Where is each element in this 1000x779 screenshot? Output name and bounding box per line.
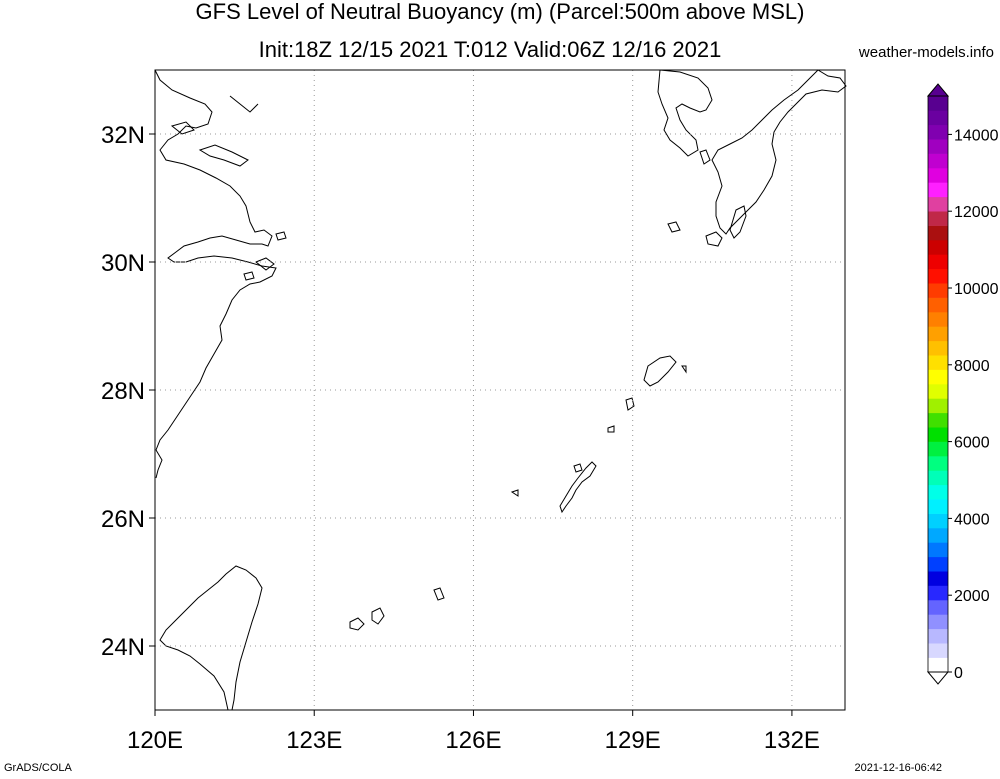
coastline-mainland <box>154 69 277 451</box>
colorbar-segment <box>928 240 948 255</box>
colorbar-label: 14000 <box>954 127 999 144</box>
colorbar-segment <box>928 196 948 212</box>
x-tick-label: 132E <box>764 727 820 754</box>
y-tick-label: 28N <box>101 378 145 405</box>
colorbar-segment <box>928 614 948 630</box>
colorbar-segment <box>928 556 948 572</box>
colorbar-segment <box>928 268 948 284</box>
colorbar-segment <box>928 211 948 226</box>
colorbar-segment <box>928 628 948 644</box>
colorbar-segment <box>928 470 948 486</box>
island-outline <box>243 271 255 281</box>
colorbar-segment <box>928 139 948 154</box>
colorbar-label: 0 <box>954 665 963 682</box>
colorbar-segment <box>928 312 948 327</box>
site-credit: weather-models.info <box>858 44 994 61</box>
coastline-river <box>229 95 259 113</box>
colorbar-label: 6000 <box>954 435 990 452</box>
lake-outline <box>170 121 195 135</box>
island-outline <box>681 365 687 374</box>
x-tick-label: 123E <box>286 727 342 754</box>
colorbar-segment <box>928 528 948 543</box>
x-tick-label: 129E <box>605 727 661 754</box>
colorbar-label: 2000 <box>954 588 990 605</box>
colorbar-segment <box>928 398 948 414</box>
colorbar-segment <box>928 369 948 385</box>
colorbar-segment <box>928 254 948 270</box>
colorbar-segment <box>928 600 948 615</box>
colorbar-segment <box>928 297 948 313</box>
footer-left: GrADS/COLA <box>4 762 72 774</box>
colorbar-segment <box>928 182 948 198</box>
colorbar-segment <box>928 110 948 126</box>
colorbar-label: 12000 <box>954 204 999 221</box>
island-outline <box>510 489 519 497</box>
chart-title-line2: Init:18Z 12/15 2021 T:012 Valid:06Z 12/1… <box>258 37 722 62</box>
island-outline <box>705 231 723 247</box>
colorbar-segment <box>928 585 948 601</box>
island-outline <box>607 425 615 433</box>
colorbar-segment <box>928 542 948 558</box>
colorbar-segment <box>928 643 948 658</box>
chart-title-line1: GFS Level of Neutral Buoyancy (m) (Parce… <box>195 0 805 24</box>
colorbar-segment <box>928 384 948 399</box>
taiwan-outline <box>159 565 263 711</box>
x-tick-label: 120E <box>127 727 183 754</box>
colorbar-segment <box>928 441 948 457</box>
korea-outline <box>657 69 713 157</box>
colorbar-segment <box>928 326 948 342</box>
okinawa-outline <box>559 461 597 514</box>
colorbar-label: 10000 <box>954 281 999 298</box>
colorbar-segment <box>928 225 948 241</box>
colorbar-segment <box>928 499 948 514</box>
colorbar-label: 8000 <box>954 358 990 375</box>
island-outline <box>255 257 275 271</box>
colorbar-segment <box>928 124 948 140</box>
colorbar-bottom-arrow <box>926 671 950 685</box>
colorbar-segment <box>928 153 948 169</box>
colorbar-label: 4000 <box>954 511 990 528</box>
island-outline <box>699 149 711 165</box>
y-tick-label: 24N <box>101 634 145 661</box>
island-outline <box>433 587 445 601</box>
coastline-layer <box>154 69 847 711</box>
colorbar-segment <box>928 355 948 370</box>
colorbar-segment <box>928 283 948 298</box>
island-outline <box>667 221 681 233</box>
y-tick-label: 26N <box>101 506 145 533</box>
colorbar-segment <box>928 168 948 183</box>
colorbar-segment <box>928 96 948 111</box>
colorbar-segment <box>928 412 948 428</box>
colorbar-segment <box>928 484 948 500</box>
colorbar-segment <box>928 340 948 356</box>
colorbar-segment <box>928 427 948 442</box>
colorbar-frame <box>927 95 949 673</box>
grid-layer <box>154 70 845 710</box>
kyushu-outline <box>711 69 847 235</box>
island-outline <box>643 355 677 387</box>
coastline-mainland-south <box>155 449 163 479</box>
colorbar-top-arrow <box>926 83 950 97</box>
axis-layer: 120E 123E 126E 129E 132E 24N 26N 28N 30N 32N <box>101 122 820 754</box>
colorbar-segment <box>928 456 948 471</box>
colorbar: 0 2000 4000 6000 8000 10000 12000 14000 <box>926 83 999 685</box>
island-outline <box>573 463 583 473</box>
island-outline <box>729 205 747 239</box>
colorbar-segment <box>928 571 948 586</box>
colorbar-segment <box>928 513 948 529</box>
island-outline <box>349 617 365 631</box>
island-outline <box>625 397 635 411</box>
x-tick-label: 126E <box>445 727 501 754</box>
island-outline <box>371 607 385 625</box>
y-tick-label: 30N <box>101 250 145 277</box>
colorbar-segment <box>928 657 948 673</box>
y-tick-label: 32N <box>101 122 145 149</box>
lake-outline <box>198 144 249 167</box>
footer-right: 2021-12-16-06:42 <box>854 762 942 774</box>
island-outline <box>275 231 287 241</box>
